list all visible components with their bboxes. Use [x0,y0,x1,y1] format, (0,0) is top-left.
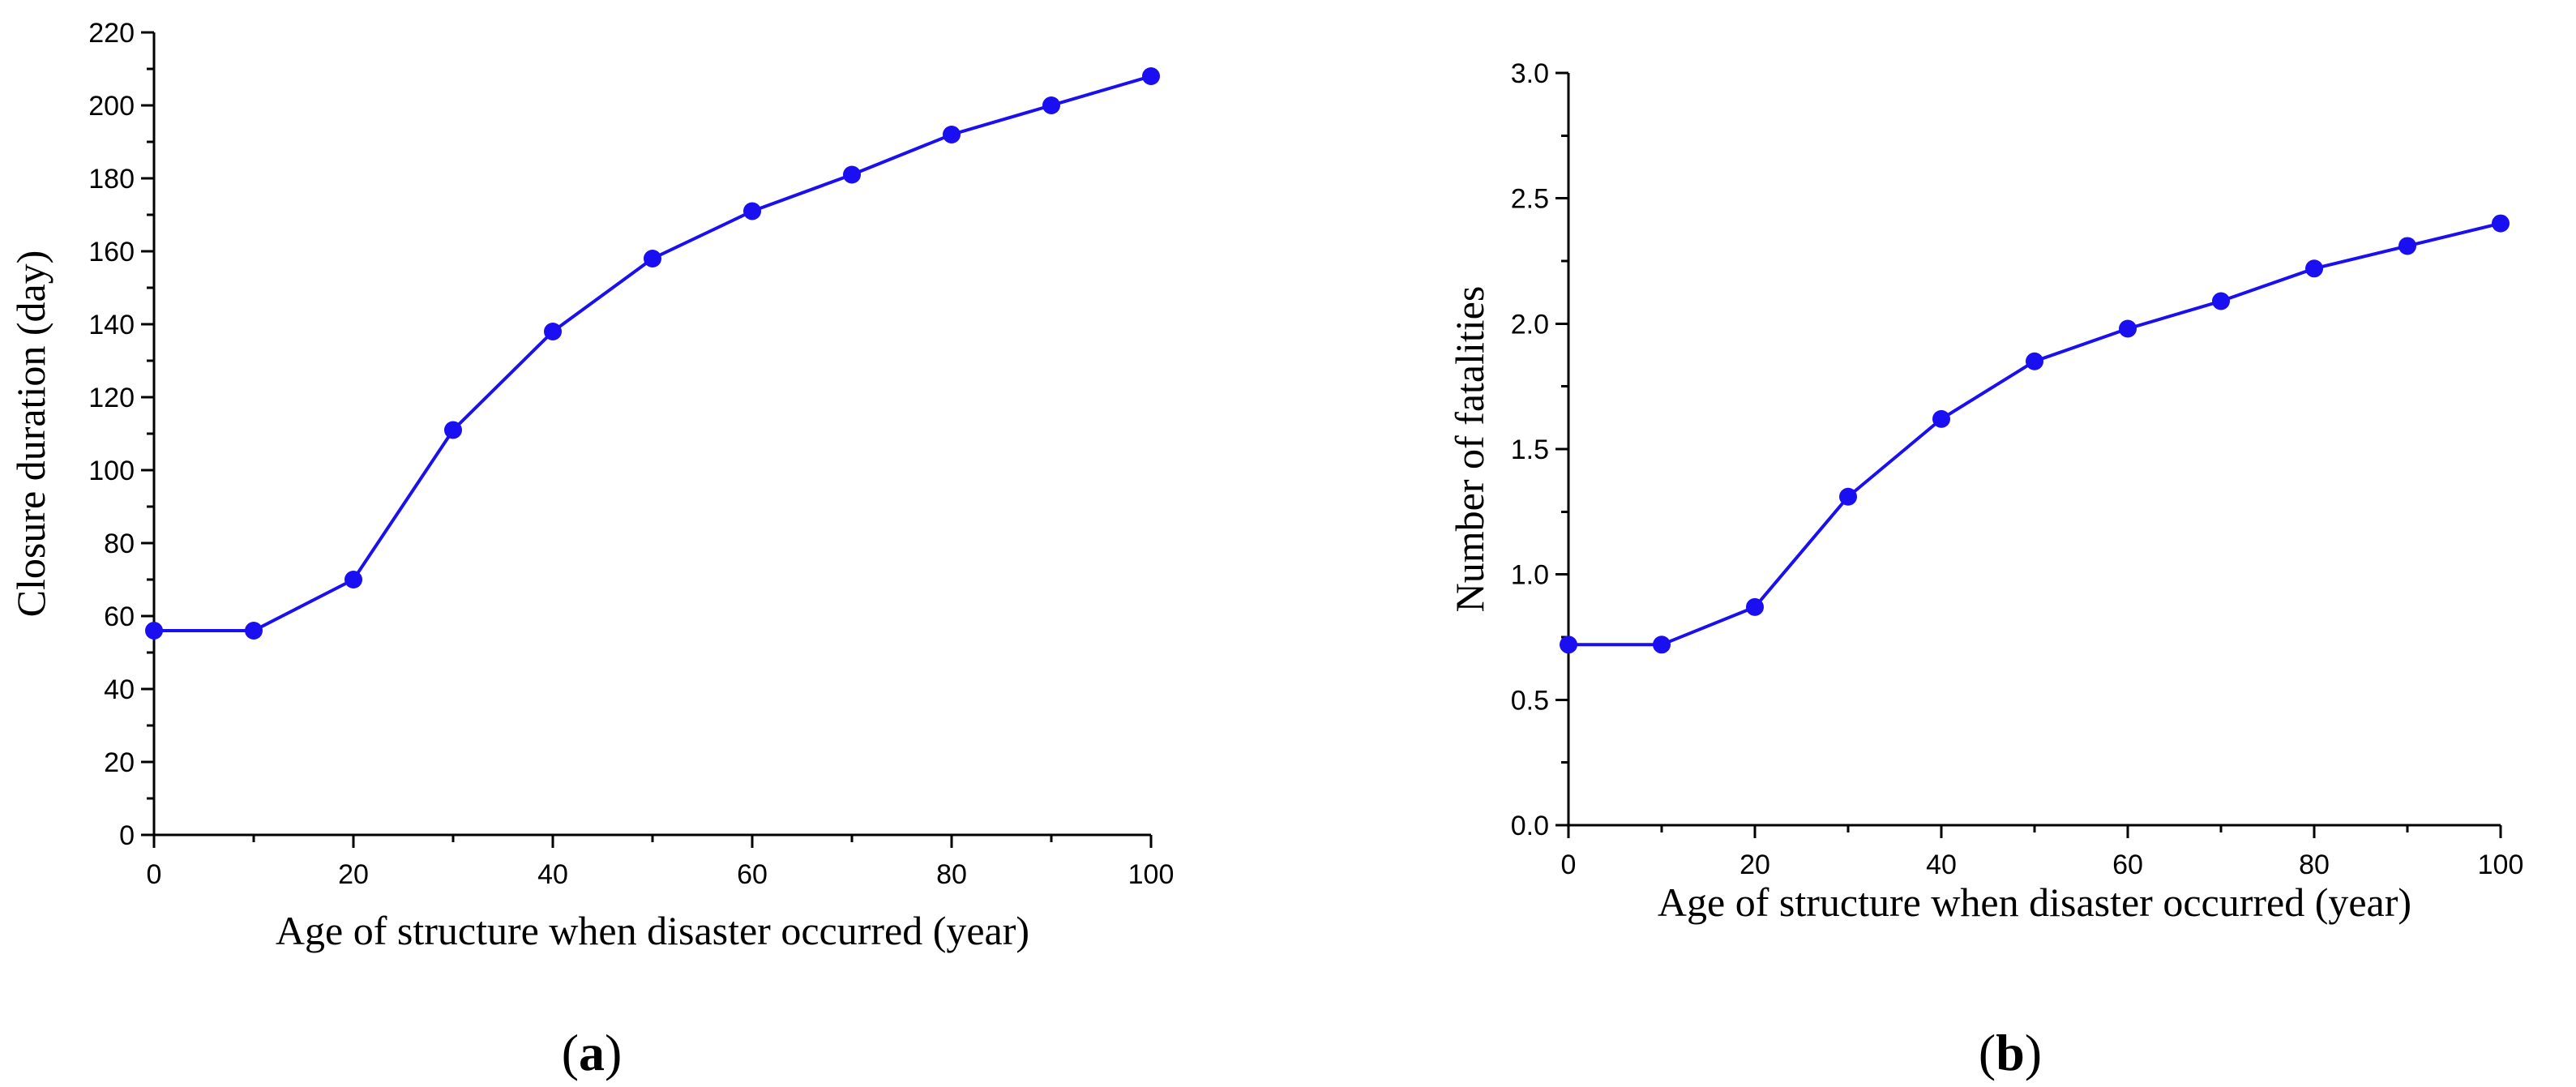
panel-b-y-tick-label: 2.5 [1511,184,1549,215]
panel-a-y-tick-label: 220 [88,18,135,49]
panel-a-marks: 0 20 40 60 80 100 0 20 40 60 80 100 120 140 160 180 200 2… [88,18,1174,890]
panel-b-data-point [1560,636,1577,654]
panel-b-x-axis-label: Age of structure when disaster occurred … [1658,879,2411,925]
panel-a-y-tick-label: 100 [88,456,135,486]
panel-a-y-axis-label: Closure duration (day) [8,250,53,618]
panel-b-label-letter: b [1996,1024,2025,1081]
panel-b-data-point [2212,292,2230,310]
panel-b-y-axis-label: Number of fatalities [1447,286,1492,613]
panel-a-x-tick-label: 40 [537,859,568,890]
panel-a-y-tick-label: 0 [119,820,135,851]
panel-b-x-tick-label: 100 [2478,849,2524,880]
panel-b-marks: 0 20 40 60 80 100 0.0 0.5 1.0 1.5 2.0 2.5 3.0 [1511,58,2524,880]
panel-a-data-point [245,622,263,640]
panel-b-x-tick-label: 60 [2112,849,2143,880]
panel-b-y-tick-label: 0.0 [1511,811,1549,841]
panel-b-y-tick-label: 2.0 [1511,309,1549,340]
panel-b-y-tick-label: 3.0 [1511,58,1549,89]
panel-b-data-point [2026,352,2043,370]
panel-a-data-point [1142,67,1160,85]
panel-b-label: (b) [1979,1024,2042,1081]
panel-a-y-tick-label: 180 [88,164,135,195]
panel-b-x-tick-label: 0 [1561,849,1577,880]
panel-a-y-tick-label: 140 [88,310,135,340]
chart-panel-b: 0 20 40 60 80 100 0.0 0.5 1.0 1.5 2.0 2.5 3.0 Age of… [1447,58,2523,1081]
panel-a-x-axis-label: Age of structure when disaster occurred … [276,908,1029,953]
panel-a-y-tick-label: 120 [88,383,135,413]
panel-b-data-point [2398,237,2416,255]
panel-a-label: (a) [562,1024,623,1081]
panel-a-y-tick-label: 20 [104,747,135,778]
panel-a-x-tick-label: 20 [338,859,369,890]
panel-a-data-point [344,571,362,588]
panel-a-data-point [145,622,163,640]
panel-b-data-point [1839,487,1857,506]
panel-b-y-tick-label: 1.5 [1511,434,1549,465]
panel-b-data-point [1653,636,1671,654]
panel-a-y-tick-label: 160 [88,237,135,267]
panel-a-label-letter: a [579,1024,605,1081]
panel-a-data-point [644,250,661,267]
panel-a-x-tick-label: 100 [1128,859,1175,890]
panel-a-y-tick-label: 80 [104,529,135,559]
panel-a-x-tick-label: 60 [737,859,768,890]
chart-panel-a: 0 20 40 60 80 100 0 20 40 60 80 100 120 140 160 180 200 2… [8,18,1174,1081]
panel-a-x-tick-label: 0 [147,859,162,890]
panel-b-data-point [2119,319,2137,338]
panel-b-data-point [2492,214,2510,233]
panel-a-data-point [743,202,761,220]
panel-a-data-point [843,165,861,184]
panel-a-y-tick-label: 200 [88,91,135,122]
panel-b-x-tick-label: 20 [1739,849,1770,880]
panel-b-data-point [1746,597,1764,616]
panel-a-y-tick-label: 40 [104,674,135,705]
panel-b-y-tick-label: 0.5 [1511,685,1549,716]
panel-b-data-point [2305,259,2323,278]
panel-a-data-point [1042,96,1060,114]
panel-a-data-point [943,126,961,143]
panel-a-y-tick-label: 60 [104,601,135,632]
panel-a-data-point [444,421,462,439]
panel-a-data-point [544,323,562,340]
panel-b-x-tick-label: 40 [1926,849,1957,880]
panel-b-x-tick-label: 80 [2299,849,2330,880]
panel-a-x-tick-label: 80 [936,859,967,890]
panel-b-y-tick-label: 1.0 [1511,560,1549,591]
panel-b-data-point [1932,409,1950,428]
